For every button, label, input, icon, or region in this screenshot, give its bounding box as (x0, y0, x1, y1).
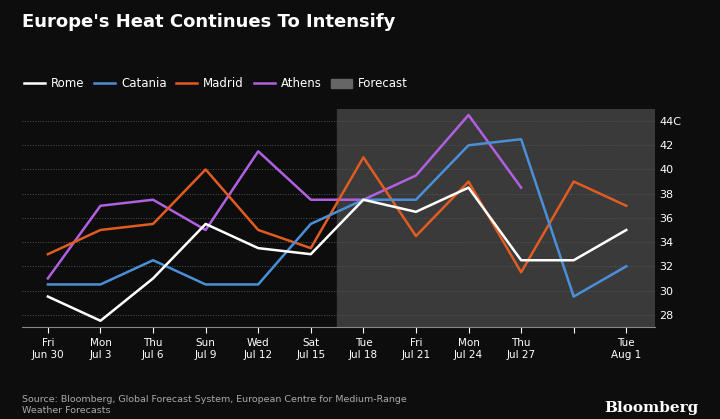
Bar (337, 109, 655, 327)
Legend: Rome, Catania, Madrid, Athens, Forecast: Rome, Catania, Madrid, Athens, Forecast (24, 77, 408, 90)
Text: Bloomberg: Bloomberg (604, 401, 698, 415)
Text: Europe's Heat Continues To Intensify: Europe's Heat Continues To Intensify (22, 13, 395, 31)
Text: Source: Bloomberg, Global Forecast System, European Centre for Medium-Range
Weat: Source: Bloomberg, Global Forecast Syste… (22, 396, 406, 415)
